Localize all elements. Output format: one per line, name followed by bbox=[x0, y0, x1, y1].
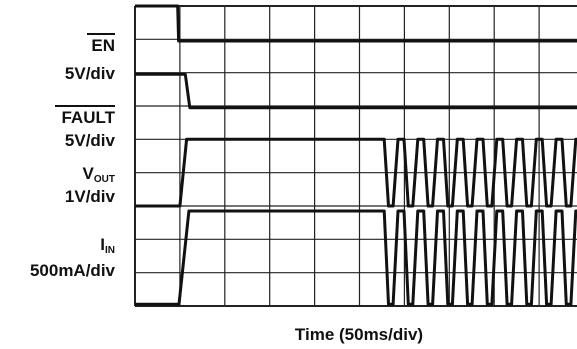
vout-name-main: V bbox=[83, 164, 95, 183]
iin-name-label: IIN bbox=[100, 235, 115, 256]
channel-labels: EN 5V/div FAULT 5V/div VOUT 1V/div IIN 5… bbox=[30, 33, 116, 280]
vout-scale-label: 1V/div bbox=[65, 187, 116, 206]
iin-scale-label: 500mA/div bbox=[30, 261, 116, 280]
x-axis-label: Time (50ms/div) bbox=[295, 325, 423, 344]
en-trace bbox=[135, 4, 577, 43]
fault-name-label: FAULT bbox=[61, 108, 115, 127]
traces bbox=[135, 4, 577, 306]
chart-grid bbox=[134, 5, 577, 307]
fault-scale-label: 5V/div bbox=[65, 131, 116, 150]
iin-name-sub: IN bbox=[105, 245, 115, 256]
vout-trace bbox=[135, 137, 577, 208]
en-name-label: EN bbox=[91, 36, 115, 55]
en-scale-label: 5V/div bbox=[65, 64, 116, 83]
vout-name-label: VOUT bbox=[83, 164, 115, 185]
fault-trace bbox=[135, 72, 577, 110]
iin-trace bbox=[135, 209, 577, 306]
iin-name-main: I bbox=[100, 235, 105, 254]
vout-name-sub: OUT bbox=[94, 174, 115, 185]
